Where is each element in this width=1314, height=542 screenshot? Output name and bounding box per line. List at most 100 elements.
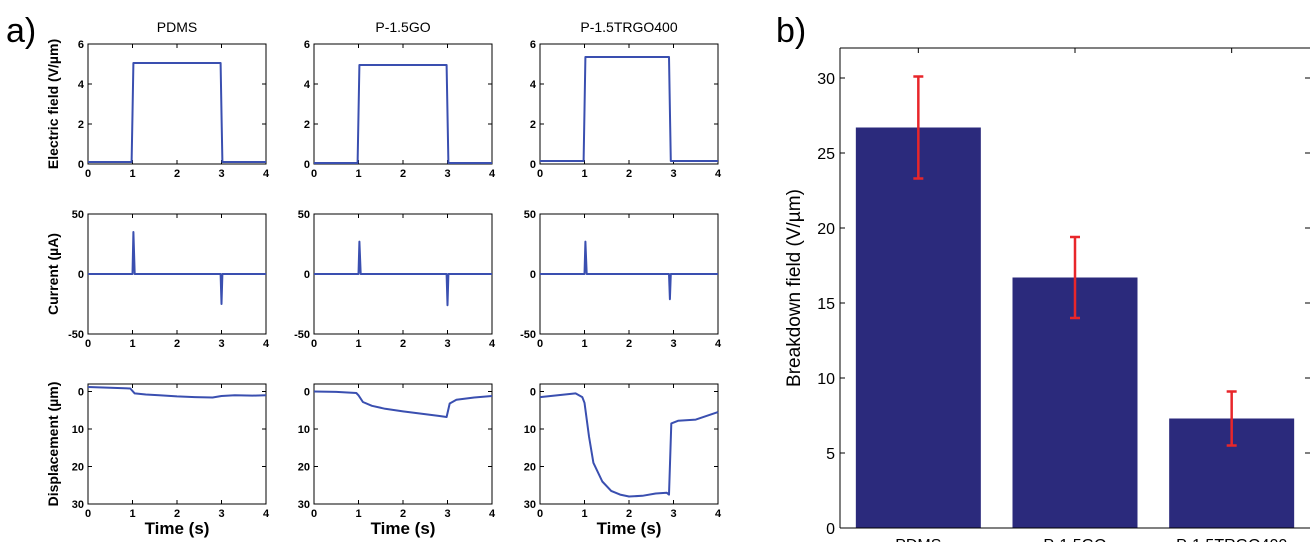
y-tick-label: 30	[817, 71, 835, 88]
series-line	[314, 240, 492, 307]
plot-frame	[87, 383, 267, 505]
y-tick-label: 0	[78, 387, 84, 399]
x-tick-label: 4	[263, 508, 270, 520]
x-tick-label: 1	[355, 168, 361, 180]
x-tick-label: 2	[626, 338, 632, 350]
x-tick-label: 4	[715, 508, 722, 520]
plot-frame	[539, 383, 719, 505]
y-tick-label: 0	[78, 269, 84, 281]
x-tick-label: 4	[489, 508, 496, 520]
chart-displacement-1: 0 1 2 3 4 0 10 20 30 Time (s)	[298, 383, 496, 538]
y-tick-label: 20	[72, 462, 84, 474]
series-line	[88, 231, 266, 305]
x-tick-label: P-1.5GO	[1043, 537, 1106, 542]
chart-field-0: 0 1 2 3 4 0 2 4 6 PDMS Electric field (V/µm)	[45, 19, 270, 180]
x-tick-label: 3	[444, 168, 450, 180]
y-axis-label: Electric field (V/µm)	[45, 39, 61, 169]
panel-label-b: b)	[776, 12, 806, 50]
x-tick-label: 2	[626, 508, 632, 520]
x-tick-label: 3	[670, 338, 676, 350]
y-tick-label: 50	[524, 209, 536, 221]
y-tick-label: 6	[530, 39, 536, 51]
series-line	[539, 392, 719, 498]
series-line	[314, 64, 492, 164]
x-tick-label: 4	[715, 168, 722, 180]
y-tick-label: 30	[524, 499, 536, 511]
x-tick-label: 0	[537, 508, 543, 520]
x-tick-label: 1	[129, 168, 135, 180]
x-tick-label: 0	[311, 338, 317, 350]
x-axis-label: Time (s)	[371, 519, 436, 538]
y-tick-label: 2	[78, 119, 84, 131]
x-tick-label: 3	[444, 338, 450, 350]
series-line	[540, 56, 718, 162]
y-tick-label: 0	[530, 387, 536, 399]
chart-breakdown-field: PDMS P-1.5GO P-1.5TRGO400 0 5 10 15 20 25 30 Break…	[784, 47, 1310, 542]
y-tick-label: 2	[304, 119, 310, 131]
y-axis-label: Breakdown field (V/µm)	[784, 189, 805, 387]
y-tick-label: 0	[78, 159, 84, 171]
x-tick-label: 2	[400, 168, 406, 180]
y-tick-label: 20	[524, 462, 536, 474]
x-tick-label: 0	[537, 338, 543, 350]
x-tick-label: 1	[581, 338, 587, 350]
x-tick-label: 3	[218, 508, 224, 520]
x-tick-label: 3	[218, 168, 224, 180]
x-tick-label: 0	[311, 168, 317, 180]
y-tick-label: -50	[68, 329, 84, 341]
y-tick-label: -50	[520, 329, 536, 341]
y-tick-label: 20	[298, 462, 310, 474]
x-tick-label: 3	[218, 338, 224, 350]
y-tick-label: 4	[78, 79, 85, 91]
x-tick-label: 4	[715, 338, 722, 350]
x-axis-label: Time (s)	[597, 519, 662, 538]
y-axis-label: Displacement (µm)	[45, 382, 61, 507]
y-tick-label: 2	[530, 119, 536, 131]
y-tick-label: 0	[304, 387, 310, 399]
x-tick-label: 4	[263, 168, 270, 180]
plot-frame	[313, 383, 493, 505]
x-tick-label: 0	[85, 338, 91, 350]
x-tick-label: 0	[311, 508, 317, 520]
plot-frame	[313, 43, 493, 165]
x-tick-label: 1	[355, 508, 361, 520]
subplot-title: PDMS	[157, 19, 197, 35]
series-line	[313, 390, 493, 418]
x-tick-label: 1	[355, 338, 361, 350]
x-tick-label: 1	[581, 508, 587, 520]
y-tick-label: -50	[294, 329, 310, 341]
series-line	[88, 62, 266, 163]
y-tick-label: 50	[298, 209, 310, 221]
bar	[855, 127, 981, 528]
subplot-title: P-1.5TRGO400	[580, 19, 677, 35]
y-tick-label: 6	[78, 39, 84, 51]
x-tick-label: 2	[400, 338, 406, 350]
y-axis-label: Current (µA)	[45, 233, 61, 315]
y-tick-label: 15	[817, 296, 835, 313]
subplot-title: P-1.5GO	[375, 19, 430, 35]
y-tick-label: 10	[817, 371, 835, 388]
y-tick-label: 0	[304, 269, 310, 281]
chart-field-1: 0 1 2 3 4 0 2 4 6 P-1.5GO	[304, 19, 496, 180]
y-tick-label: 20	[817, 221, 835, 238]
y-tick-label: 4	[530, 79, 537, 91]
x-tick-label: 1	[129, 508, 135, 520]
x-axis-label: Time (s)	[145, 519, 210, 538]
x-tick-label: 2	[174, 508, 180, 520]
x-tick-label: 1	[581, 168, 587, 180]
y-tick-label: 4	[304, 79, 311, 91]
series-line	[540, 240, 718, 301]
x-tick-label: 0	[85, 168, 91, 180]
x-tick-label: 3	[670, 508, 676, 520]
x-tick-label: 2	[174, 168, 180, 180]
y-tick-label: 10	[72, 424, 84, 436]
y-tick-label: 0	[530, 159, 536, 171]
y-tick-label: 5	[826, 446, 835, 463]
plot-frame	[539, 43, 719, 165]
series-line	[87, 386, 267, 399]
chart-field-2: 0 1 2 3 4 0 2 4 6 P-1.5TRGO400	[530, 19, 722, 180]
x-tick-label: 2	[174, 338, 180, 350]
